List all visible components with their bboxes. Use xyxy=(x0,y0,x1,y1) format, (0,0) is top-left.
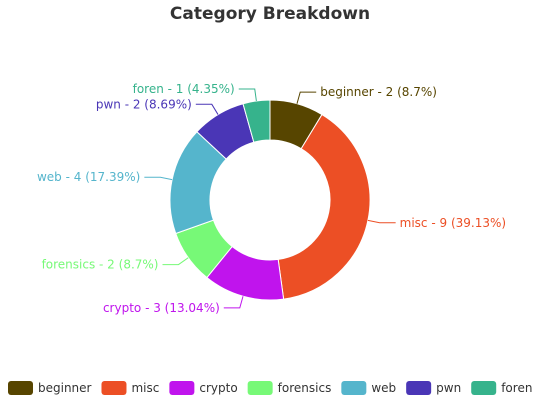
slice-label-forensics: forensics - 2 (8.7%) xyxy=(42,258,159,272)
legend-label-forensics: forensics xyxy=(278,381,332,395)
legend-swatch-forensics xyxy=(247,381,273,395)
legend-label-pwn: pwn xyxy=(436,381,461,395)
slice-label-foren: foren - 1 (4.35%) xyxy=(133,82,235,96)
legend-swatch-pwn xyxy=(406,381,432,395)
slice-label-misc: misc - 9 (39.13%) xyxy=(400,216,506,230)
legend-item-misc[interactable]: misc xyxy=(101,381,159,395)
chart-title: Category Breakdown xyxy=(170,4,370,24)
slice-label-pwn: pwn - 2 (8.69%) xyxy=(96,97,192,111)
leader-line-misc xyxy=(367,219,396,224)
leader-line-web xyxy=(144,176,173,181)
legend-label-crypto: crypto xyxy=(199,381,237,395)
leader-line-forensics xyxy=(162,257,189,266)
legend-swatch-foren xyxy=(471,381,497,395)
slice-label-web: web - 4 (17.39%) xyxy=(37,170,140,184)
legend-label-beginner: beginner xyxy=(38,381,92,395)
leader-line-crypto xyxy=(223,296,244,309)
legend-item-pwn[interactable]: pwn xyxy=(406,381,461,395)
leader-line-foren xyxy=(238,88,257,101)
leader-line-beginner xyxy=(296,91,317,104)
legend-swatch-beginner xyxy=(8,381,33,395)
legend-item-forensics[interactable]: forensics xyxy=(247,381,332,395)
legend: beginner misc crypto forensics web pwn foren xyxy=(8,381,532,395)
slice-misc[interactable] xyxy=(277,113,371,300)
legend-label-foren: foren xyxy=(501,381,532,395)
legend-label-web: web xyxy=(371,381,396,395)
legend-item-crypto[interactable]: crypto xyxy=(169,381,238,395)
leader-line-pwn xyxy=(195,103,219,115)
donut-slices xyxy=(169,99,371,301)
legend-item-web[interactable]: web xyxy=(341,381,396,395)
legend-item-beginner[interactable]: beginner xyxy=(8,381,92,395)
legend-swatch-crypto xyxy=(169,381,195,395)
legend-swatch-misc xyxy=(101,381,127,395)
slice-labels: beginner - 2 (8.7%) misc - 9 (39.13%) cryp… xyxy=(37,82,506,315)
slice-label-crypto: crypto - 3 (13.04%) xyxy=(103,301,220,315)
slice-foren[interactable] xyxy=(242,99,271,143)
legend-label-misc: misc xyxy=(131,381,159,395)
slice-label-beginner: beginner - 2 (8.7%) xyxy=(320,85,437,99)
legend-item-foren[interactable]: foren xyxy=(471,381,532,395)
legend-swatch-web xyxy=(341,381,367,395)
